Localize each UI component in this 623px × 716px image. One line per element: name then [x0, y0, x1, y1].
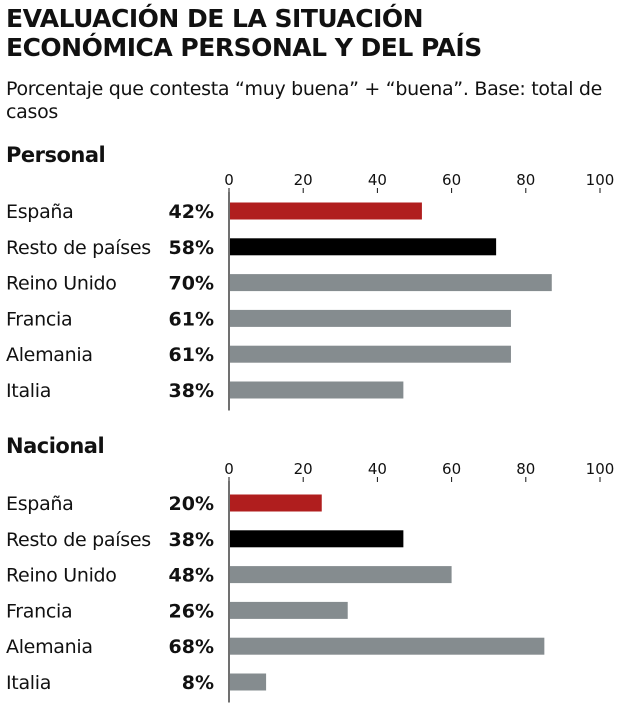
- nacional-tick-label: 0: [224, 460, 234, 478]
- section-title-nacional: Nacional: [6, 434, 105, 458]
- personal-value-label: 58%: [169, 237, 214, 259]
- personal-category-label: España: [6, 201, 74, 223]
- nacional-category-label: España: [6, 493, 74, 515]
- nacional-tick-label: 20: [294, 460, 313, 478]
- personal-category-label: Reino Unido: [6, 273, 117, 295]
- nacional-value-label: 38%: [169, 529, 214, 551]
- nacional-bar: [230, 637, 545, 655]
- personal-category-label: Alemania: [6, 344, 93, 366]
- personal-bar: [230, 238, 497, 256]
- nacional-tick-label: 80: [516, 460, 535, 478]
- personal-bar: [230, 345, 511, 363]
- personal-tick-label: 20: [294, 171, 313, 189]
- chart-title: EVALUACIÓN DE LA SITUACIÓN ECONÓMICA PER…: [6, 4, 616, 62]
- nacional-tick-label: 60: [442, 460, 461, 478]
- chart-subtitle: Porcentaje que contesta “muy buena” + “b…: [6, 78, 603, 123]
- personal-tick-label: 100: [586, 171, 615, 189]
- personal-tick-label: 40: [368, 171, 387, 189]
- personal-value-label: 70%: [169, 273, 214, 295]
- nacional-value-label: 26%: [169, 600, 214, 622]
- personal-bar: [230, 274, 552, 292]
- personal-bar: [230, 381, 404, 399]
- nacional-bar: [230, 566, 452, 584]
- nacional-bar: [230, 494, 322, 512]
- nacional-value-label: 48%: [169, 565, 214, 587]
- nacional-category-label: Resto de países: [6, 529, 151, 551]
- nacional-value-label: 8%: [182, 672, 214, 694]
- nacional-category-label: Italia: [6, 672, 51, 694]
- personal-tick-label: 0: [224, 171, 234, 189]
- personal-category-label: Francia: [6, 308, 72, 330]
- personal-value-label: 42%: [169, 201, 214, 223]
- nacional-bar: [230, 530, 404, 548]
- nacional-category-label: Reino Unido: [6, 565, 117, 587]
- nacional-value-label: 20%: [169, 493, 214, 515]
- personal-tick-label: 60: [442, 171, 461, 189]
- nacional-tick-label: 100: [586, 460, 615, 478]
- section-title-personal: Personal: [6, 143, 106, 167]
- personal-value-label: 61%: [169, 308, 214, 330]
- nacional-value-label: 68%: [169, 636, 214, 658]
- nacional-bar: [230, 601, 348, 619]
- nacional-bar: [230, 673, 267, 691]
- nacional-category-label: Alemania: [6, 636, 93, 658]
- nacional-category-label: Francia: [6, 600, 72, 622]
- personal-category-label: Resto de países: [6, 237, 151, 259]
- nacional-tick-label: 40: [368, 460, 387, 478]
- title-line-1: EVALUACIÓN DE LA SITUACIÓN: [6, 4, 424, 33]
- personal-value-label: 61%: [169, 344, 214, 366]
- personal-category-label: Italia: [6, 380, 51, 402]
- personal-value-label: 38%: [169, 380, 214, 402]
- personal-bar: [230, 309, 511, 327]
- personal-tick-label: 80: [516, 171, 535, 189]
- personal-bar: [230, 202, 422, 220]
- title-line-2: ECONÓMICA PERSONAL Y DEL PAÍS: [6, 33, 482, 62]
